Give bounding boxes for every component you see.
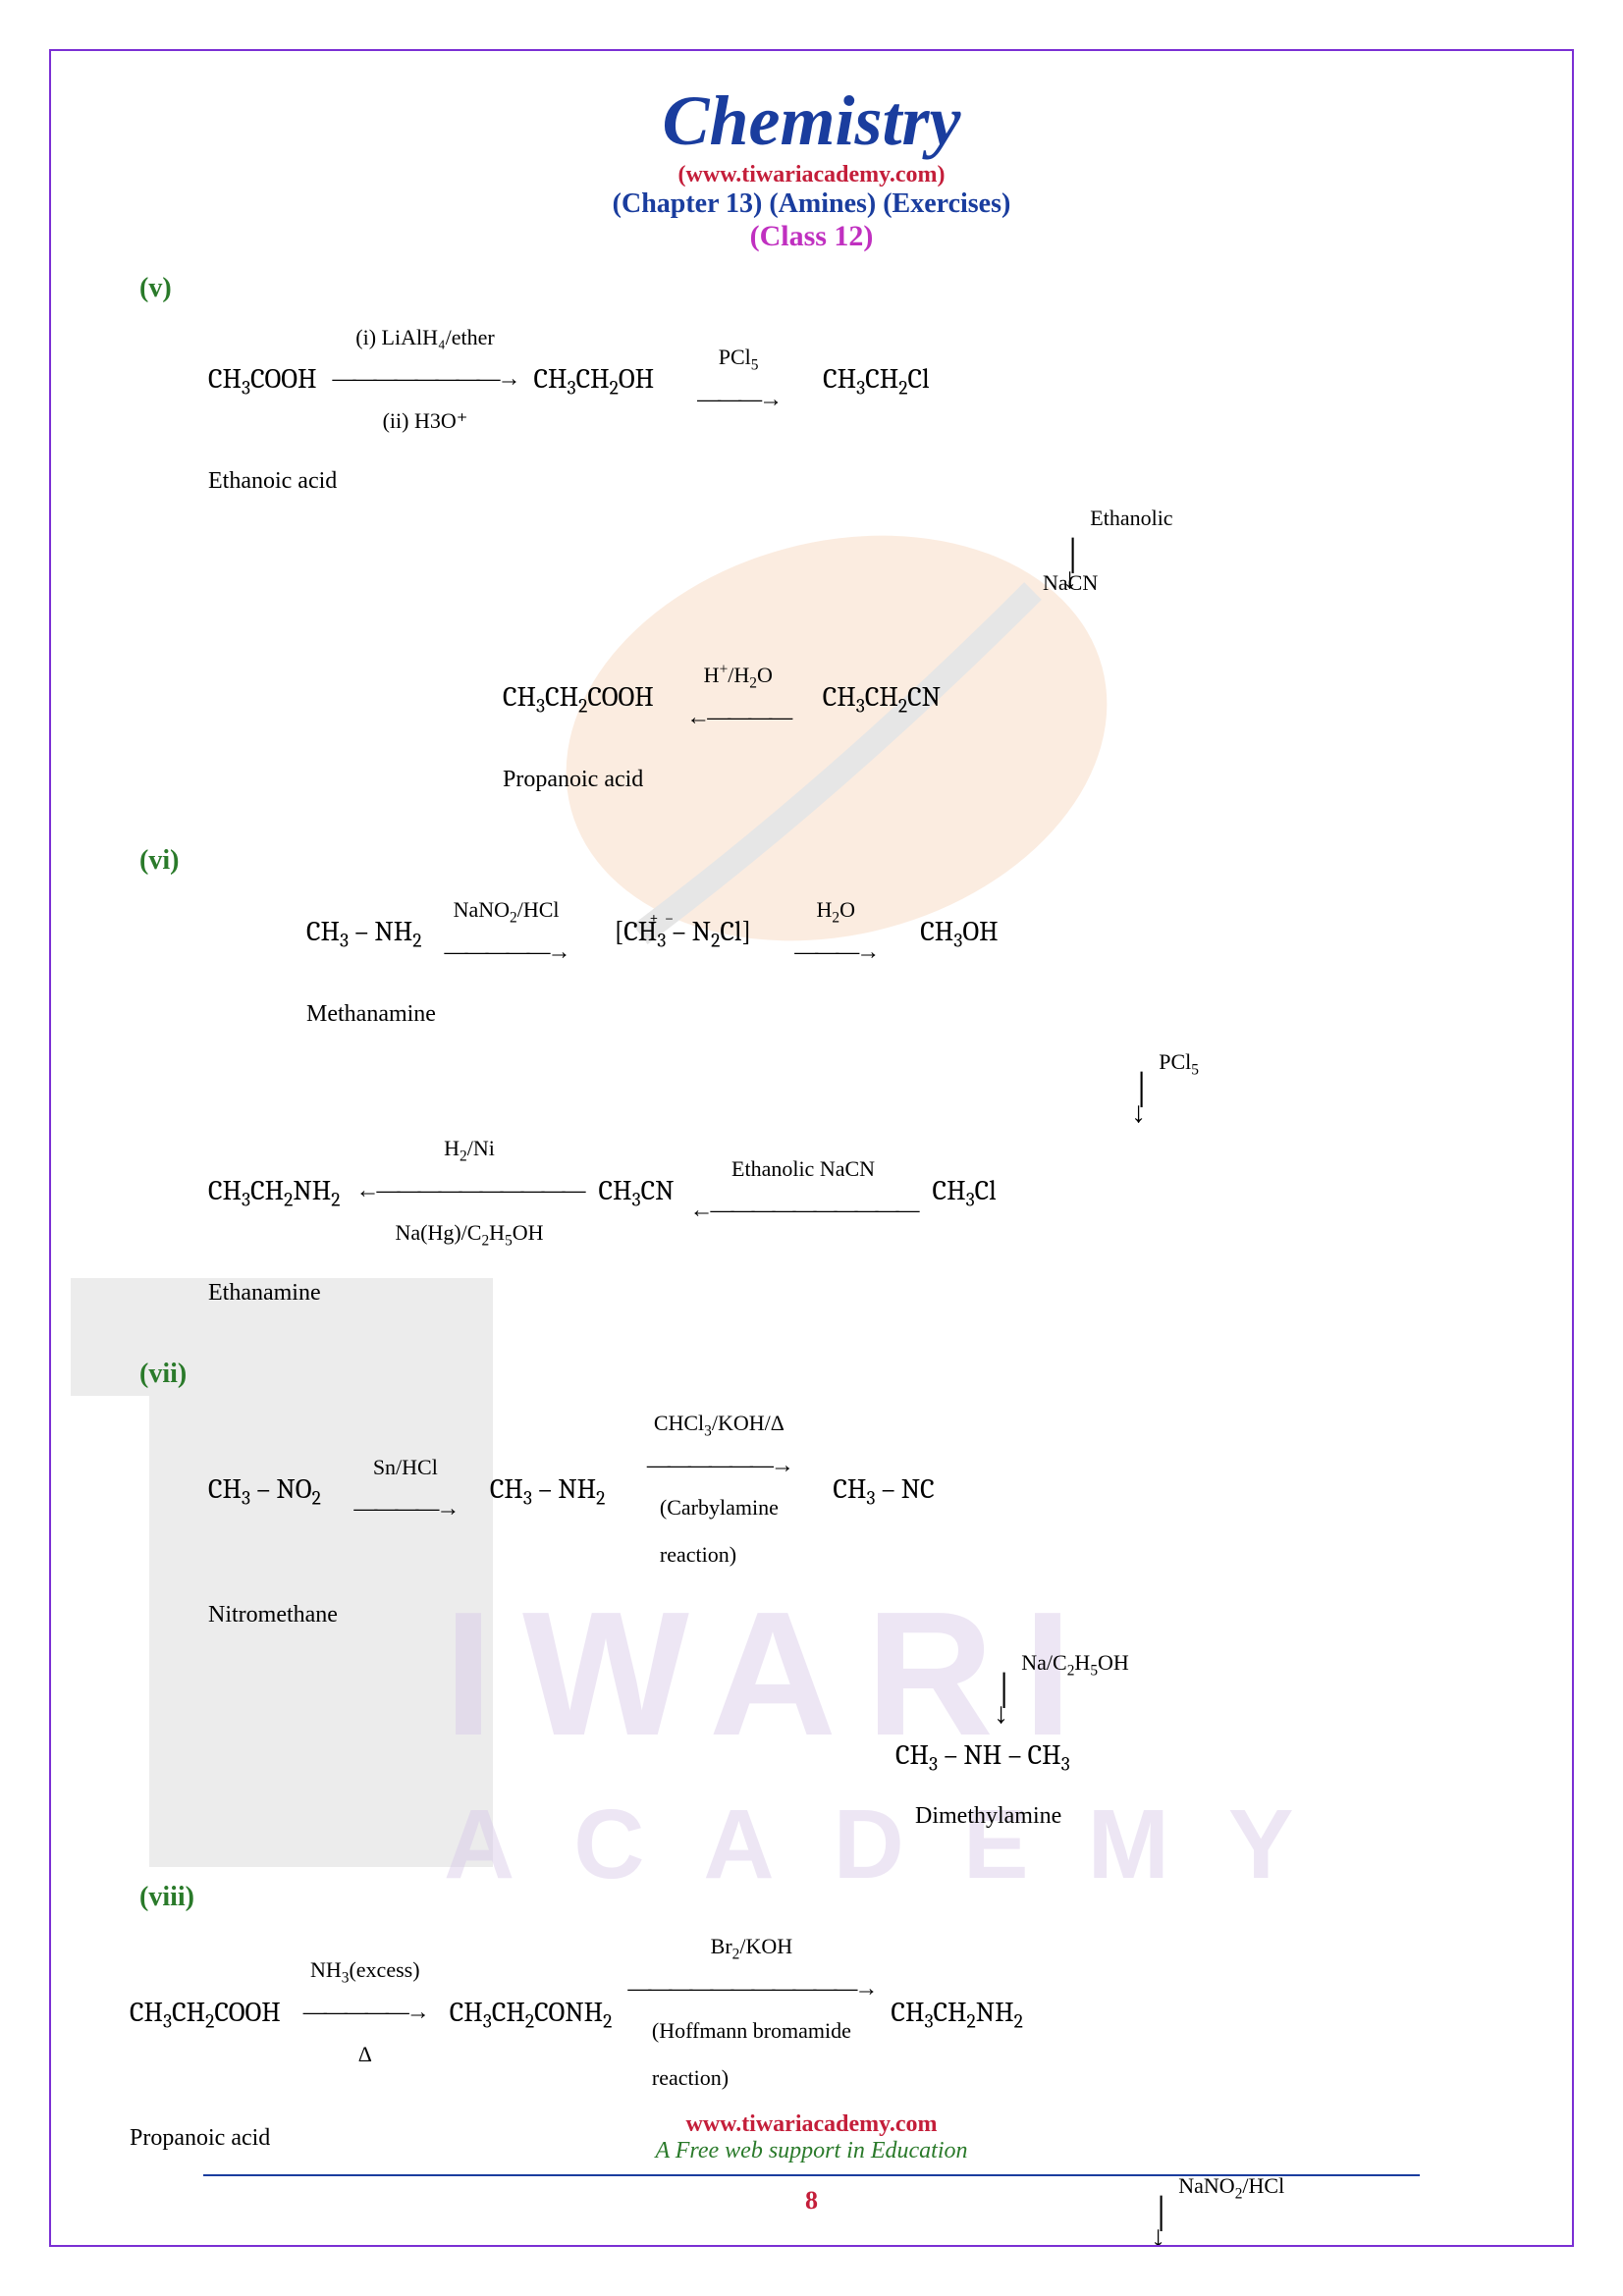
- reaction-arrow: NaNO2/HCl —————→: [438, 886, 575, 979]
- compound-label: Dimethylamine: [915, 1790, 1513, 1842]
- compound: + –[CH3 – N2Cl]: [591, 902, 752, 963]
- compound: CH3 – NC: [833, 1460, 934, 1521]
- header-chapter: (Chapter 13) (Amines) (Exercises): [110, 188, 1513, 220]
- reaction-arrow: Ethanolic NaCN ←——————————: [690, 1146, 917, 1237]
- down-arrow: │ ↓: [1151, 2202, 1171, 2247]
- compound-label: Ethanoic acid: [208, 455, 1513, 507]
- reaction-arrow: H2O ———→: [767, 886, 904, 979]
- reaction-vi: CH3 – NH2 NaNO2/HCl —————→ + –[CH3 – N2C…: [208, 886, 1513, 1319]
- reaction-arrow: CHCl3/KOH/Δ ——————→ (Carbylaminereaction…: [621, 1400, 817, 1579]
- reaction-v: CH3COOH (i) LiAlH₄/ether ————————→ (ii) …: [208, 314, 1513, 806]
- compound: CH3CH2NH2: [891, 1983, 1023, 2044]
- reaction-arrow: Sn/HCl ————→: [337, 1444, 474, 1535]
- page-header: Chemistry (www.tiwariacademy.com) (Chapt…: [110, 80, 1513, 253]
- reaction-viii: CH3CH2COOH NH3(excess) —————→ Δ CH3CH2CO…: [130, 1923, 1513, 2247]
- page-content: Chemistry (www.tiwariacademy.com) (Chapt…: [110, 80, 1513, 2247]
- reaction-arrow: NH3(excess) —————→ Δ: [297, 1947, 434, 2078]
- reaction-arrow: H2/Ni ←—————————— Na(Hg)/C2H5OH: [356, 1125, 583, 1257]
- down-arrow: │ ↓: [994, 1679, 1014, 1726]
- reaction-arrow: Br2/KOH ———————————→ (Hoffmann bromamide…: [627, 1923, 875, 2103]
- compound: CH3Cl: [933, 1161, 997, 1222]
- compound: CH3 – NO2: [208, 1460, 321, 1521]
- problem-number-v: (v): [139, 273, 1513, 304]
- compound: CH3 – NH2: [306, 902, 422, 963]
- page-title: Chemistry: [110, 80, 1513, 162]
- compound: CH3 – NH – CH3: [895, 1726, 1070, 1787]
- page-border: IWARI ACADEMY Chemistry (www.tiwariacade…: [49, 49, 1574, 2247]
- problem-number-vi: (vi): [139, 845, 1513, 877]
- down-arrow: │ ↓: [1131, 1078, 1152, 1125]
- compound: CH3CH2NH2: [208, 1161, 341, 1222]
- compound: CH3OH: [920, 902, 998, 963]
- header-website: (www.tiwariacademy.com): [110, 162, 1513, 188]
- compound: CH3CH2OH: [533, 349, 654, 410]
- compound: CH3CH2CONH2: [450, 1983, 613, 2044]
- reaction-arrow: (i) LiAlH₄/ether ————————→ (ii) H3O⁺: [332, 314, 517, 446]
- compound: CH3CH2CN: [823, 667, 941, 728]
- compound-label: Nitromethane: [208, 1589, 1513, 1641]
- compound-label: Ethanamine: [208, 1267, 1513, 1319]
- compound: CH3 – NH2: [490, 1460, 606, 1521]
- problem-number-vii: (vii): [139, 1359, 1513, 1390]
- compound: CH3CN: [599, 1161, 675, 1222]
- compound-label: Methanamine: [306, 988, 1513, 1041]
- reaction-vii: CH3 – NO2 Sn/HCl ————→ CH3 – NH2 CHCl3/K…: [208, 1400, 1513, 1842]
- compound: CH3CH2COOH: [130, 1983, 281, 2044]
- compound: CH3CH2Cl: [823, 349, 929, 410]
- problem-number-viii: (viii): [139, 1882, 1513, 1913]
- reaction-arrow: PCl5 ———→: [670, 334, 807, 426]
- reaction-arrow: H+/H2O ←————: [670, 652, 807, 744]
- compound: CH3COOH: [208, 349, 316, 410]
- compound-label: Propanoic acid: [130, 2112, 1513, 2164]
- compound: CH3CH2COOH: [503, 667, 654, 728]
- compound-label: Propanoic acid: [503, 754, 1513, 806]
- header-class: (Class 12): [110, 220, 1513, 253]
